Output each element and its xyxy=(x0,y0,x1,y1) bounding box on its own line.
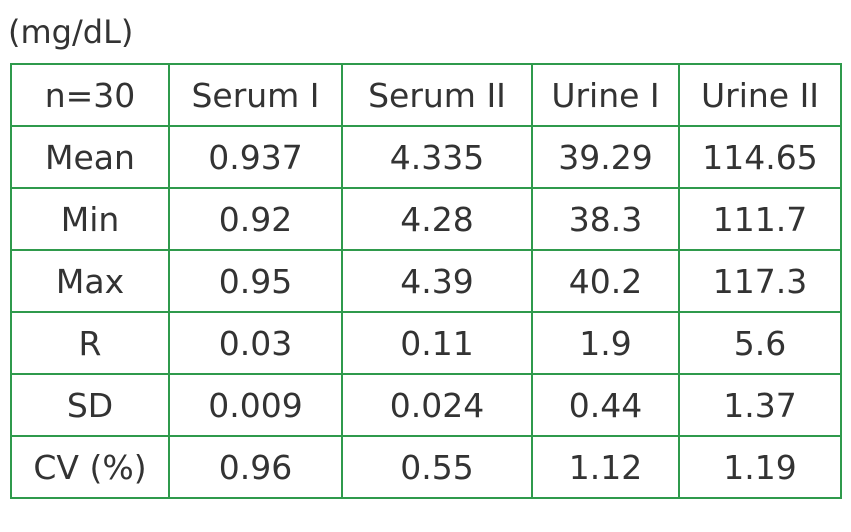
data-row: Min 0.92 4.28 38.3 111.7 xyxy=(10,187,842,251)
table-body: n=30 Serum I Serum II Urine I Urine II Mean 0.… xyxy=(10,63,842,499)
cell: 0.55 xyxy=(341,435,533,499)
header-row: n=30 Serum I Serum II Urine I Urine II xyxy=(10,63,842,127)
row-label: CV (%) xyxy=(10,435,170,499)
cell: 4.39 xyxy=(341,249,533,313)
row-label: Mean xyxy=(10,125,170,189)
cell: 111.7 xyxy=(678,187,842,251)
cell: 1.19 xyxy=(678,435,842,499)
cell: 1.37 xyxy=(678,373,842,437)
stats-table: n=30 Serum I Serum II Urine I Urine II Mean 0.… xyxy=(10,63,842,499)
cell: 1.9 xyxy=(531,311,680,375)
cell: 114.65 xyxy=(678,125,842,189)
cell: 0.44 xyxy=(531,373,680,437)
cell: 39.29 xyxy=(531,125,680,189)
cell: 0.009 xyxy=(168,373,343,437)
cell: 0.96 xyxy=(168,435,343,499)
cell: 5.6 xyxy=(678,311,842,375)
data-row: SD 0.009 0.024 0.44 1.37 xyxy=(10,373,842,437)
cell: 40.2 xyxy=(531,249,680,313)
cell: 0.92 xyxy=(168,187,343,251)
cell: 0.11 xyxy=(341,311,533,375)
data-row: Mean 0.937 4.335 39.29 114.65 xyxy=(10,125,842,189)
unit-caption: (mg/dL) xyxy=(8,13,134,51)
cell: 0.937 xyxy=(168,125,343,189)
cell: 117.3 xyxy=(678,249,842,313)
cell: 38.3 xyxy=(531,187,680,251)
row-label: Max xyxy=(10,249,170,313)
cell: Serum II xyxy=(341,63,533,127)
row-label: SD xyxy=(10,373,170,437)
cell: 0.024 xyxy=(341,373,533,437)
row-label: n=30 xyxy=(10,63,170,127)
cell: Urine I xyxy=(531,63,680,127)
cell: 4.28 xyxy=(341,187,533,251)
data-row: Max 0.95 4.39 40.2 117.3 xyxy=(10,249,842,313)
data-row: CV (%) 0.96 0.55 1.12 1.19 xyxy=(10,435,842,499)
cell: 0.03 xyxy=(168,311,343,375)
cell: 0.95 xyxy=(168,249,343,313)
row-label: Min xyxy=(10,187,170,251)
data-row: R 0.03 0.11 1.9 5.6 xyxy=(10,311,842,375)
cell: Serum I xyxy=(168,63,343,127)
cell: 1.12 xyxy=(531,435,680,499)
cell: 4.335 xyxy=(341,125,533,189)
row-label: R xyxy=(10,311,170,375)
cell: Urine II xyxy=(678,63,842,127)
